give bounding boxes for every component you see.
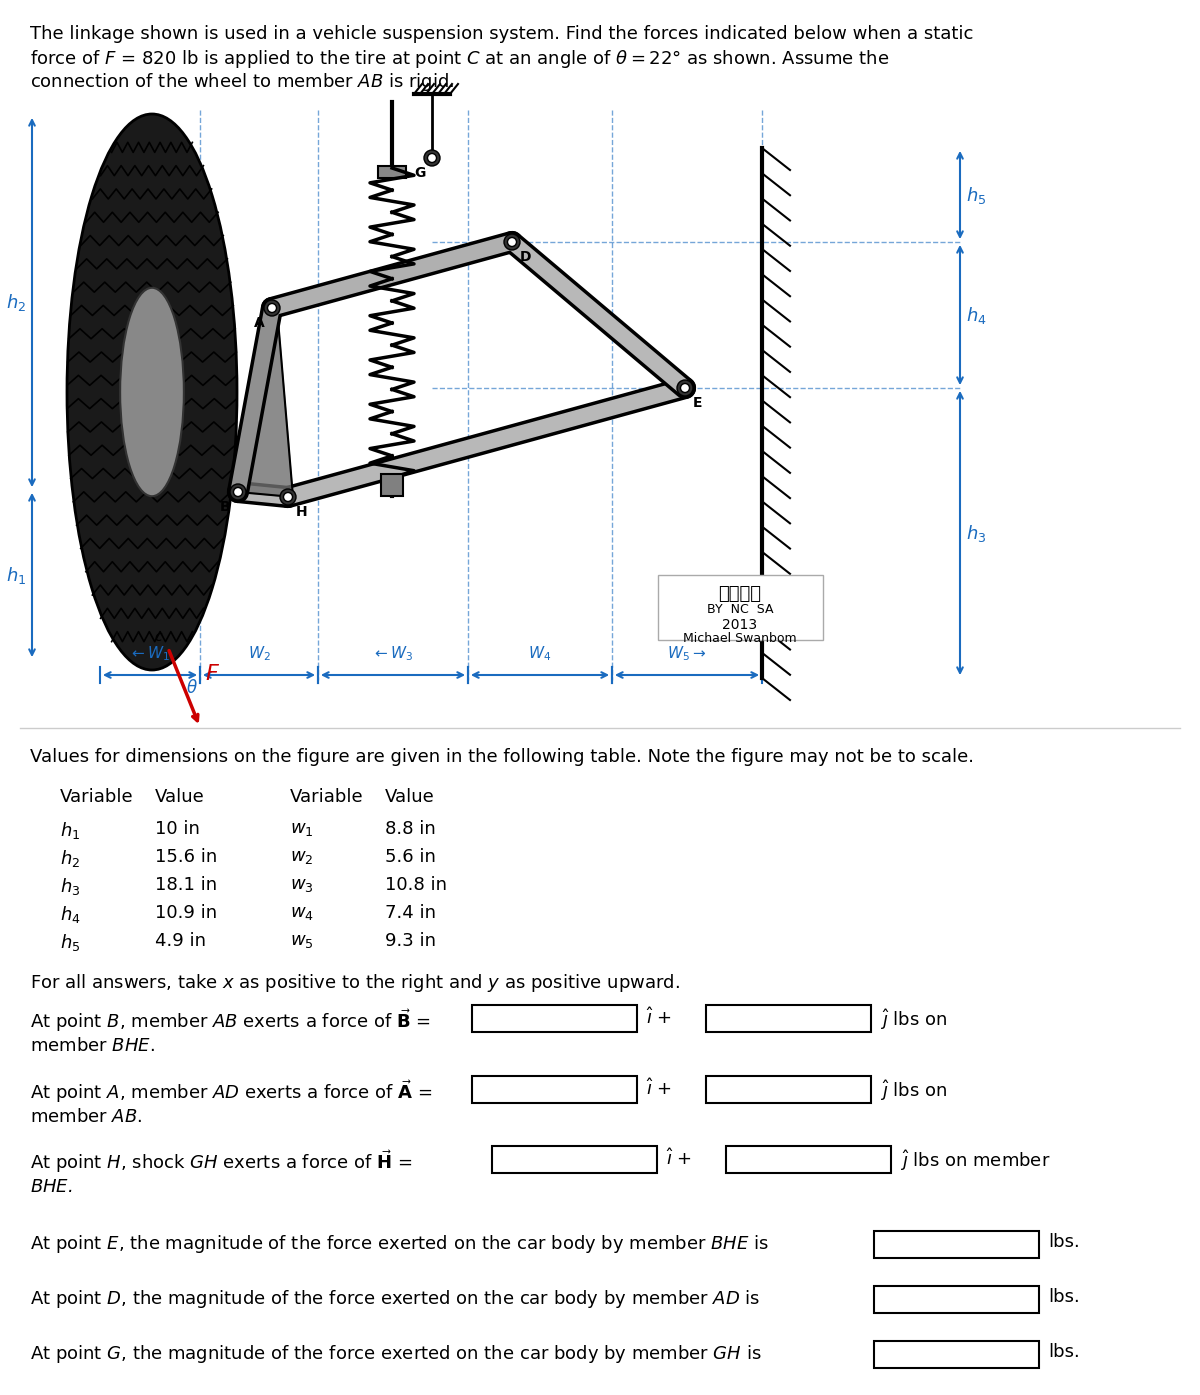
Bar xyxy=(492,1147,658,1173)
Text: $h_3$: $h_3$ xyxy=(60,876,80,897)
Text: $BHE$.: $BHE$. xyxy=(30,1177,72,1196)
Text: At point $E$, the magnitude of the force exerted on the car body by member $BHE$: At point $E$, the magnitude of the force… xyxy=(30,1233,769,1256)
Text: $h_5$: $h_5$ xyxy=(966,184,986,205)
Text: $\hat{\jmath}$ lbs on: $\hat{\jmath}$ lbs on xyxy=(880,1007,947,1032)
Text: $\hat{\imath}$ +: $\hat{\imath}$ + xyxy=(666,1148,692,1169)
Text: $h_1$: $h_1$ xyxy=(6,565,26,586)
Bar xyxy=(706,1004,871,1032)
Text: 10.9 in: 10.9 in xyxy=(155,904,217,922)
Text: At point $D$, the magnitude of the force exerted on the car body by member $AD$ : At point $D$, the magnitude of the force… xyxy=(30,1288,761,1310)
Text: 7.4 in: 7.4 in xyxy=(385,904,436,922)
Text: $h_2$: $h_2$ xyxy=(60,848,80,869)
Text: $\hat{\jmath}$ lbs on: $\hat{\jmath}$ lbs on xyxy=(880,1078,947,1103)
Text: $h_1$: $h_1$ xyxy=(60,820,80,841)
Text: $\hat{\imath}$ +: $\hat{\imath}$ + xyxy=(646,1078,672,1099)
Text: $\leftarrow W_3$: $\leftarrow W_3$ xyxy=(372,644,414,663)
Bar xyxy=(726,1147,890,1173)
Text: At point $H$, shock $GH$ exerts a force of $\vec{\mathbf{H}}$ =: At point $H$, shock $GH$ exerts a force … xyxy=(30,1148,413,1175)
Text: $h_2$: $h_2$ xyxy=(6,292,26,312)
Text: $h_4$: $h_4$ xyxy=(60,904,80,925)
Text: 10.8 in: 10.8 in xyxy=(385,876,446,894)
Circle shape xyxy=(264,300,280,317)
Text: BY  NC  SA: BY NC SA xyxy=(707,603,773,617)
Text: $\theta$: $\theta$ xyxy=(186,679,197,698)
Text: $W_2$: $W_2$ xyxy=(247,644,270,663)
Text: A: A xyxy=(254,317,265,331)
Text: Michael Swanbom: Michael Swanbom xyxy=(683,632,797,644)
Polygon shape xyxy=(238,308,293,497)
Text: $w_2$: $w_2$ xyxy=(290,848,313,866)
Text: Values for dimensions on the figure are given in the following table. Note the f: Values for dimensions on the figure are … xyxy=(30,748,974,766)
Bar xyxy=(472,1004,637,1032)
Bar xyxy=(874,1286,1039,1313)
Bar xyxy=(472,1076,637,1103)
Text: D: D xyxy=(520,250,532,264)
Text: 8.8 in: 8.8 in xyxy=(385,820,436,838)
Circle shape xyxy=(280,490,296,505)
Text: $w_4$: $w_4$ xyxy=(290,904,314,922)
Text: 18.1 in: 18.1 in xyxy=(155,876,217,894)
Text: lbs.: lbs. xyxy=(1048,1343,1080,1362)
Text: force of $\mathit{F}$ = 820 lb is applied to the tire at point $\mathit{C}$ at a: force of $\mathit{F}$ = 820 lb is applie… xyxy=(30,47,889,70)
Text: Variable: Variable xyxy=(290,788,364,806)
Ellipse shape xyxy=(120,287,184,497)
Text: 9.3 in: 9.3 in xyxy=(385,932,436,950)
Text: 5.6 in: 5.6 in xyxy=(385,848,436,866)
Text: $h_3$: $h_3$ xyxy=(966,523,986,544)
Circle shape xyxy=(677,379,694,396)
Text: The linkage shown is used in a vehicle suspension system. Find the forces indica: The linkage shown is used in a vehicle s… xyxy=(30,25,973,43)
Text: $w_3$: $w_3$ xyxy=(290,876,313,894)
Text: B: B xyxy=(220,499,230,513)
Text: $\leftarrow W_1$: $\leftarrow W_1$ xyxy=(130,644,170,663)
Text: member $BHE$.: member $BHE$. xyxy=(30,1036,155,1055)
Circle shape xyxy=(283,492,293,501)
Bar xyxy=(378,166,406,179)
Bar xyxy=(874,1341,1039,1368)
Text: lbs.: lbs. xyxy=(1048,1233,1080,1251)
Text: $w_1$: $w_1$ xyxy=(290,820,313,838)
Circle shape xyxy=(680,384,690,392)
Circle shape xyxy=(234,487,242,497)
Text: At point $A$, member $AD$ exerts a force of $\vec{\mathbf{A}}$ =: At point $A$, member $AD$ exerts a force… xyxy=(30,1078,432,1105)
Circle shape xyxy=(504,234,520,250)
Bar xyxy=(706,1076,871,1103)
Text: 2013: 2013 xyxy=(722,618,757,632)
Circle shape xyxy=(424,151,440,166)
Bar xyxy=(382,474,403,497)
Text: 4.9 in: 4.9 in xyxy=(155,932,206,950)
Ellipse shape xyxy=(67,114,238,670)
Text: G: G xyxy=(414,166,425,180)
Circle shape xyxy=(508,237,516,247)
Text: For all answers, take $x$ as positive to the right and $y$ as positive upward.: For all answers, take $x$ as positive to… xyxy=(30,972,680,995)
Text: 15.6 in: 15.6 in xyxy=(155,848,217,866)
Text: At point $B$, member $AB$ exerts a force of $\vec{\mathbf{B}}$ =: At point $B$, member $AB$ exerts a force… xyxy=(30,1007,431,1034)
Text: 10 in: 10 in xyxy=(155,820,200,838)
Text: $h_4$: $h_4$ xyxy=(966,304,986,325)
Bar xyxy=(874,1230,1039,1258)
Text: $\hat{\jmath}$ lbs on member: $\hat{\jmath}$ lbs on member xyxy=(900,1148,1050,1173)
Text: $c$: $c$ xyxy=(154,631,163,644)
Text: At point $G$, the magnitude of the force exerted on the car body by member $GH$ : At point $G$, the magnitude of the force… xyxy=(30,1343,762,1364)
Bar xyxy=(658,575,823,640)
Text: $\mathit{F}$: $\mathit{F}$ xyxy=(205,664,220,684)
Text: Variable: Variable xyxy=(60,788,133,806)
Text: lbs.: lbs. xyxy=(1048,1288,1080,1306)
Text: connection of the wheel to member $\mathit{AB}$ is rigid.: connection of the wheel to member $\math… xyxy=(30,71,455,93)
Text: $W_5 \rightarrow$: $W_5 \rightarrow$ xyxy=(667,644,707,663)
Text: $\hat{\imath}$ +: $\hat{\imath}$ + xyxy=(646,1007,672,1028)
Text: E: E xyxy=(694,396,702,410)
Circle shape xyxy=(427,153,437,162)
Text: Value: Value xyxy=(155,788,205,806)
Text: $w_5$: $w_5$ xyxy=(290,932,313,950)
Circle shape xyxy=(268,304,276,312)
Text: H: H xyxy=(296,505,307,519)
Text: $h_5$: $h_5$ xyxy=(60,932,80,953)
Text: $W_4$: $W_4$ xyxy=(528,644,552,663)
Text: Value: Value xyxy=(385,788,434,806)
Circle shape xyxy=(230,484,246,499)
Text: member $AB$.: member $AB$. xyxy=(30,1108,142,1126)
Text: ⒸⒾⓈⓄ: ⒸⒾⓈⓄ xyxy=(719,585,762,603)
